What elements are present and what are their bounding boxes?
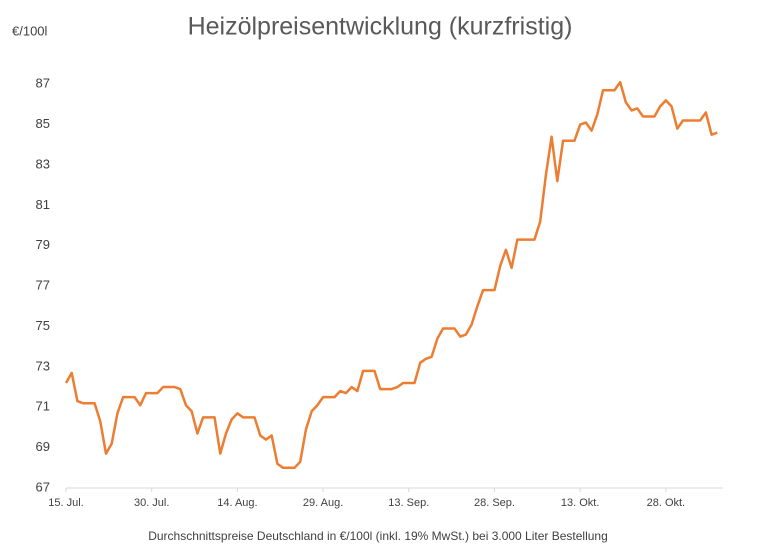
x-tick-label: 13. Sep. xyxy=(388,497,429,509)
y-tick-label: 87 xyxy=(36,76,50,91)
x-axis-label: Durchschnittspreise Deutschland in €/100… xyxy=(148,529,608,543)
y-axis-label: €/100l xyxy=(12,23,48,38)
x-tick-label: 30. Jul. xyxy=(134,497,169,509)
y-tick-label: 69 xyxy=(36,439,50,454)
y-tick-label: 75 xyxy=(36,318,50,333)
y-tick-label: 67 xyxy=(36,479,50,494)
y-tick-label: 79 xyxy=(36,237,50,252)
y-tick-label: 81 xyxy=(36,197,50,212)
y-tick-label: 83 xyxy=(36,156,50,171)
x-tick-label: 29. Aug. xyxy=(303,497,343,509)
y-tick-label: 85 xyxy=(36,116,50,131)
x-tick-label: 28. Sep. xyxy=(474,497,515,509)
x-tick-label: 28. Okt. xyxy=(647,497,686,509)
price-line xyxy=(64,80,718,470)
y-tick-label: 77 xyxy=(36,278,50,293)
x-tick-label: 13. Okt. xyxy=(561,497,600,509)
y-tick-label: 73 xyxy=(36,358,50,373)
chart-title: Heizölpreisentwicklung (kurzfristig) xyxy=(188,13,573,41)
y-tick-label: 71 xyxy=(36,399,50,414)
x-tick-label: 14. Aug. xyxy=(217,497,257,509)
x-tick-label: 15. Jul. xyxy=(48,497,83,509)
